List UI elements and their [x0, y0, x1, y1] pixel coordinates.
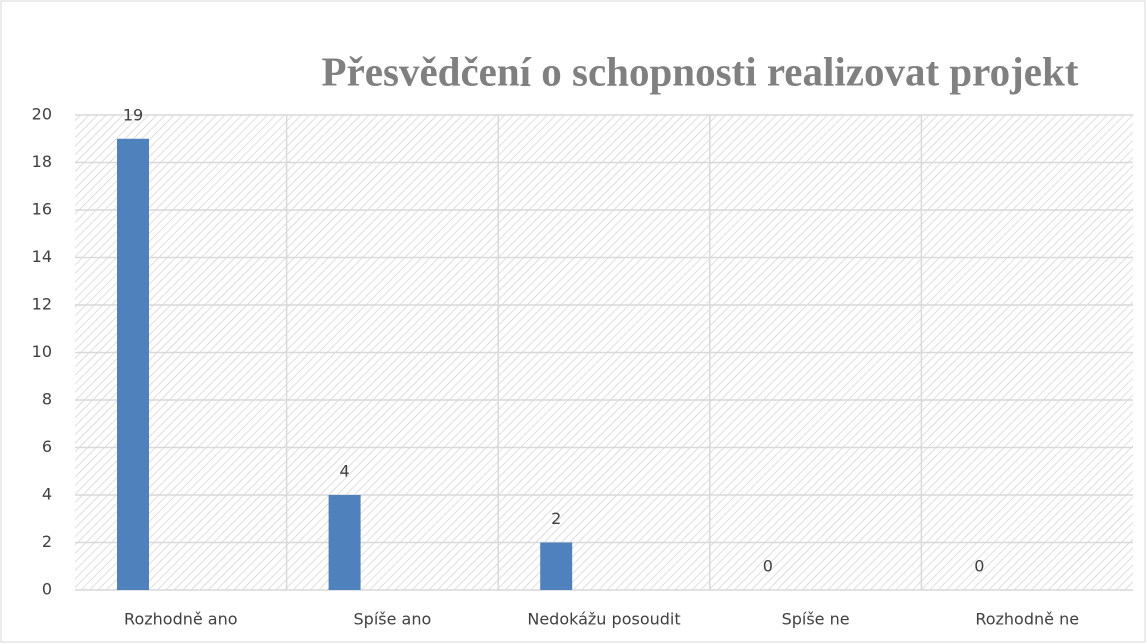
- y-tick-label: 0: [42, 580, 52, 599]
- bar: [117, 138, 149, 590]
- x-tick-label: Nedokážu posoudit: [527, 610, 680, 629]
- data-label: 2: [551, 509, 561, 528]
- data-label: 0: [974, 557, 984, 576]
- y-tick-label: 16: [32, 200, 52, 219]
- x-tick-label: Spíše ne: [782, 610, 850, 629]
- data-label: 19: [123, 105, 143, 124]
- x-tick-label: Rozhodně ano: [124, 610, 237, 629]
- y-tick-label: 8: [42, 390, 52, 409]
- y-tick-label: 14: [32, 247, 52, 266]
- x-tick-label: Spíše ano: [354, 610, 432, 629]
- y-tick-label: 18: [32, 152, 52, 171]
- y-tick-label: 20: [32, 105, 52, 124]
- y-tick-label: 10: [32, 342, 52, 361]
- x-tick-label: Rozhodně ne: [975, 610, 1079, 629]
- y-tick-label: 6: [42, 437, 52, 456]
- bar: [540, 542, 573, 590]
- y-tick-label: 4: [42, 485, 52, 504]
- data-label: 4: [340, 462, 350, 481]
- y-tick-label: 12: [32, 295, 52, 314]
- chart-title: Přesvědčení o schopnosti realizovat proj…: [322, 48, 1079, 94]
- bar: [328, 495, 361, 590]
- data-label: 0: [763, 557, 773, 576]
- y-tick-label: 2: [42, 532, 52, 551]
